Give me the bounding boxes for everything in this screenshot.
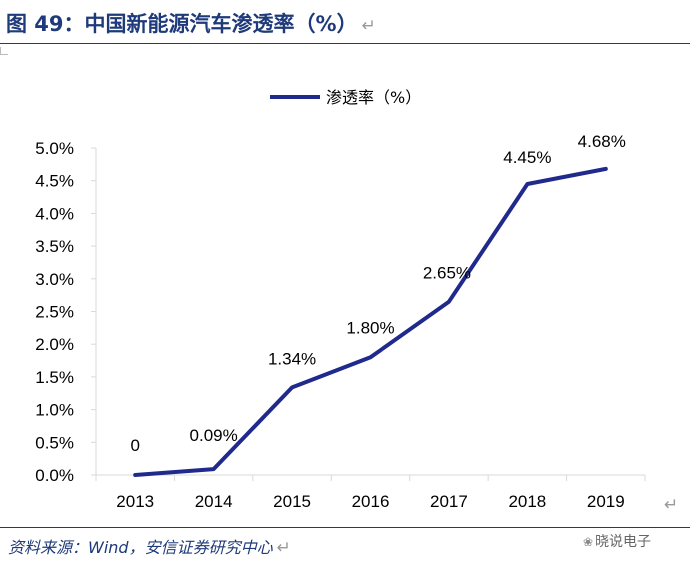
y-tick-label: 2.0% <box>35 335 74 354</box>
watermark: ❀ 晓说电子 <box>583 531 651 551</box>
x-tick-label: 2019 <box>587 492 625 511</box>
y-tick-label: 2.5% <box>35 303 74 322</box>
return-icon: ↵ <box>361 16 376 36</box>
x-tick-label: 2014 <box>195 492 233 511</box>
legend: 渗透率（%） <box>270 88 421 107</box>
series-line <box>133 166 608 477</box>
data-label: 4.68% <box>578 132 626 151</box>
y-tick-label: 4.0% <box>35 204 74 223</box>
y-tick-label: 0.0% <box>35 466 74 485</box>
y-axis: 0.0% 0.5% 1.0% 1.5% 2.0% 2.5% 3.0% 3.5% 4.0% 4.5%… <box>35 139 97 485</box>
series <box>133 166 608 477</box>
corner-mark-icon <box>0 47 8 55</box>
data-label: 0 <box>130 436 139 455</box>
y-tick-label: 4.5% <box>35 172 74 191</box>
data-labels: 0 0.09% 1.34% 1.80% 2.65% 4.45% 4.68% <box>130 132 625 455</box>
x-tick-label: 2015 <box>273 492 311 511</box>
figure-title-text: 图 49：中国新能源汽车渗透率（%） <box>6 12 358 36</box>
legend-label: 渗透率（%） <box>326 88 421 107</box>
data-label: 4.45% <box>503 148 551 167</box>
x-tick-label: 2018 <box>508 492 546 511</box>
source-note: 资料来源：Wind，安信证券研究中心 ↵ <box>8 534 291 558</box>
data-label: 0.09% <box>190 426 238 445</box>
y-tick-label: 1.5% <box>35 368 74 387</box>
y-tick-label: 5.0% <box>35 139 74 158</box>
y-tick-label: 1.0% <box>35 401 74 420</box>
top-rule <box>0 43 690 44</box>
y-tick-label: 0.5% <box>35 433 74 452</box>
x-tick-label: 2016 <box>352 492 390 511</box>
x-tick-label: 2017 <box>430 492 468 511</box>
data-label: 1.34% <box>268 349 316 368</box>
watermark-text: 晓说电子 <box>595 534 652 550</box>
return-icon-side: ↵ <box>664 495 679 514</box>
return-icon-source: ↵ <box>276 538 291 558</box>
y-tick-label: 3.0% <box>35 270 74 289</box>
x-axis: 2013 2014 2015 2016 2017 2018 2019 <box>95 474 646 511</box>
data-label: 2.65% <box>423 264 471 283</box>
source-text: 资料来源：Wind，安信证券研究中心 <box>8 538 273 557</box>
figure-title: 图 49：中国新能源汽车渗透率（%） ↵ <box>6 7 376 41</box>
data-label: 1.80% <box>346 318 394 337</box>
bottom-rule <box>0 527 690 528</box>
wechat-logo-icon: ❀ <box>583 535 594 549</box>
x-tick-label: 2013 <box>116 492 154 511</box>
y-tick-label: 3.5% <box>35 237 74 256</box>
